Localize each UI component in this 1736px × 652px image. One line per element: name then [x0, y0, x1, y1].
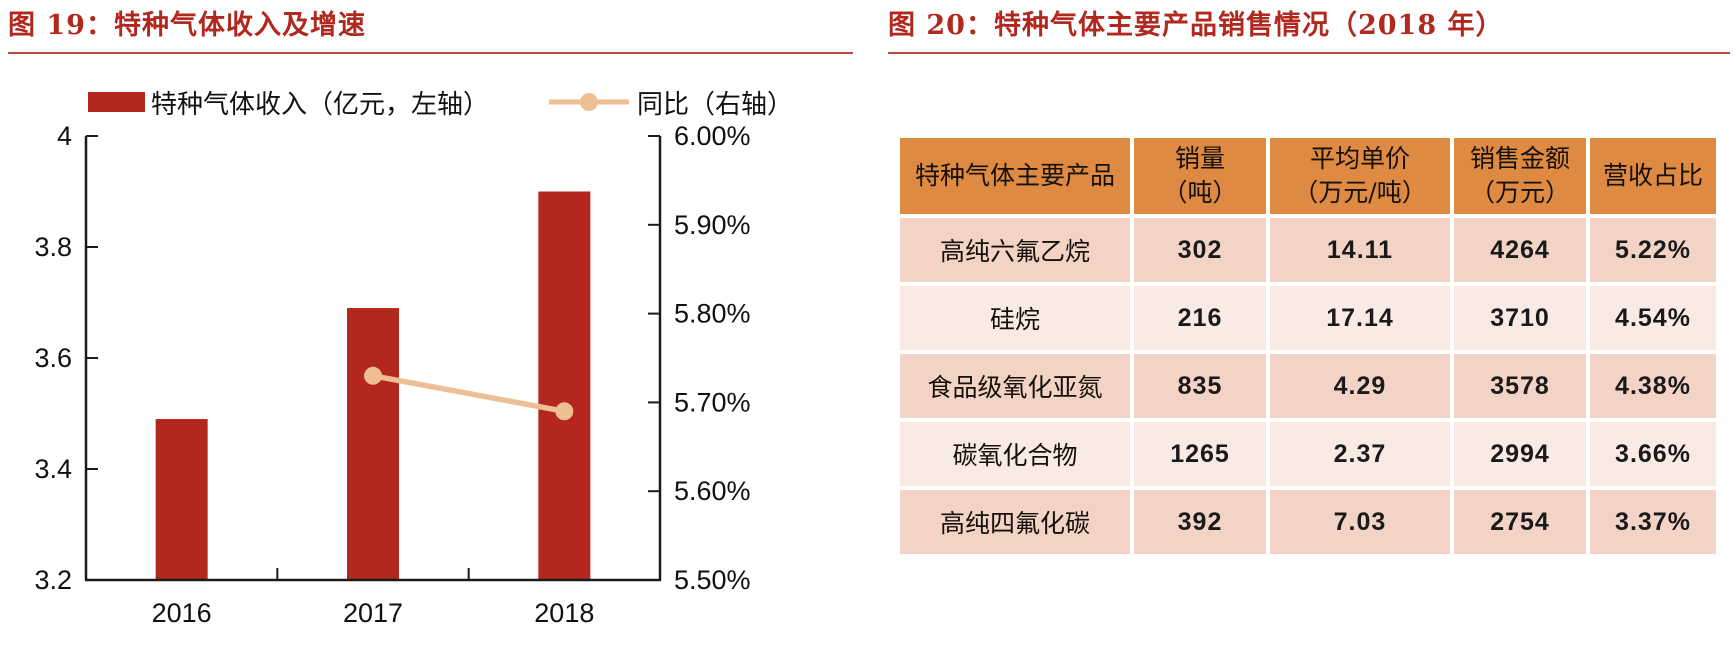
x-axis-label-2018: 2018: [534, 598, 594, 628]
cell-sales-amount: 4264: [1454, 218, 1586, 282]
left-axis-tick-label: 3.2: [34, 565, 72, 595]
cell-avg-price: 17.14: [1270, 286, 1450, 350]
sales-table: 特种气体主要产品 销量 （吨） 平均单价 （万元/吨） 销售金额 （万元） 营收…: [896, 134, 1720, 558]
x-axis-label-2017: 2017: [343, 598, 403, 628]
cell-product: 硅烷: [900, 286, 1130, 350]
table-row: 硅烷 216 17.14 3710 4.54%: [900, 286, 1716, 350]
right-axis-tick-label: 5.70%: [674, 387, 751, 417]
cell-avg-price: 14.11: [1270, 218, 1450, 282]
table-row: 碳氧化合物 1265 2.37 2994 3.66%: [900, 422, 1716, 486]
cell-avg-price: 4.29: [1270, 354, 1450, 418]
bar-swatch-icon: [88, 92, 145, 112]
chart-legend: 特种气体收入（亿元，左轴） 同比（右轴）: [88, 90, 853, 120]
title-rule-left: [8, 52, 853, 54]
right-axis-tick-label: 5.80%: [674, 299, 751, 329]
cell-volume: 392: [1134, 490, 1266, 554]
figure-20-title: 图 20：特种气体主要产品销售情况（2018 年）: [888, 10, 1504, 41]
right-axis-tick-label: 6.00%: [674, 121, 751, 151]
table-row: 高纯四氟化碳 392 7.03 2754 3.37%: [900, 490, 1716, 554]
yoy-marker-2018: [555, 402, 574, 421]
figure-19-title: 图 19：特种气体收入及增速: [8, 10, 366, 41]
legend-item-yoy: 同比（右轴）: [547, 84, 793, 121]
cell-volume: 216: [1134, 286, 1266, 350]
cell-revenue-share: 4.54%: [1590, 286, 1716, 350]
header-revenue-share: 营收占比: [1590, 138, 1716, 214]
header-volume: 销量 （吨）: [1134, 138, 1266, 214]
cell-product: 食品级氧化亚氮: [900, 354, 1130, 418]
yoy-marker-2017: [364, 366, 382, 385]
legend-yoy-label: 同比（右轴）: [637, 89, 794, 120]
figure-19-panel: 图 19：特种气体收入及增速 特种气体收入（亿元，左轴） 同比（右轴） 4 3.8…: [8, 6, 853, 638]
right-axis-tick-label: 5.60%: [674, 476, 751, 506]
table-row: 高纯六氟乙烷 302 14.11 4264 5.22%: [900, 218, 1716, 282]
left-axis-tick-label: 3.4: [34, 454, 72, 484]
header-avg-price: 平均单价 （万元/吨）: [1270, 138, 1450, 214]
cell-revenue-share: 3.66%: [1590, 422, 1716, 486]
cell-volume: 302: [1134, 218, 1266, 282]
cell-volume: 835: [1134, 354, 1266, 418]
bar-2018: [538, 191, 591, 580]
legend-item-revenue: 特种气体收入（亿元，左轴）: [88, 84, 489, 121]
cell-volume: 1265: [1134, 422, 1266, 486]
x-axis-label-2016: 2016: [152, 598, 212, 628]
legend-revenue-label: 特种气体收入（亿元，左轴）: [151, 89, 490, 120]
cell-revenue-share: 5.22%: [1590, 218, 1716, 282]
header-sales-amount: 销售金额 （万元）: [1454, 138, 1586, 214]
bar-2016: [155, 419, 208, 580]
left-axis-tick-label: 4: [57, 121, 72, 151]
cell-revenue-share: 3.37%: [1590, 490, 1716, 554]
table-header-row: 特种气体主要产品 销量 （吨） 平均单价 （万元/吨） 销售金额 （万元） 营收…: [900, 138, 1716, 214]
cell-sales-amount: 3710: [1454, 286, 1586, 350]
cell-avg-price: 2.37: [1270, 422, 1450, 486]
left-axis-tick-label: 3.6: [34, 343, 72, 373]
cell-avg-price: 7.03: [1270, 490, 1450, 554]
yoy-line: [372, 373, 565, 414]
cell-sales-amount: 2754: [1454, 490, 1586, 554]
title-rule-right: [888, 52, 1730, 54]
cell-product: 碳氧化合物: [900, 422, 1130, 486]
cell-product: 高纯六氟乙烷: [900, 218, 1130, 282]
bar-2017: [347, 308, 399, 580]
cell-sales-amount: 3578: [1454, 354, 1586, 418]
left-axis-tick-label: 3.8: [34, 232, 72, 262]
cell-sales-amount: 2994: [1454, 422, 1586, 486]
figure-20-panel: 图 20：特种气体主要产品销售情况（2018 年） 特种气体主要产品 销量 （吨…: [888, 6, 1730, 558]
cell-revenue-share: 4.38%: [1590, 354, 1716, 418]
revenue-growth-chart: 4 3.8 3.6 3.4 3.2 6.00% 5.90% 5.80% 5.70% 5.60% 5.…: [34, 121, 751, 628]
table-row: 食品级氧化亚氮 835 4.29 3578 4.38%: [900, 354, 1716, 418]
header-product: 特种气体主要产品: [900, 138, 1130, 214]
right-axis-tick-label: 5.50%: [674, 565, 751, 595]
line-swatch-icon: [549, 93, 630, 111]
right-axis-tick-label: 5.90%: [674, 210, 751, 240]
cell-product: 高纯四氟化碳: [900, 490, 1130, 554]
